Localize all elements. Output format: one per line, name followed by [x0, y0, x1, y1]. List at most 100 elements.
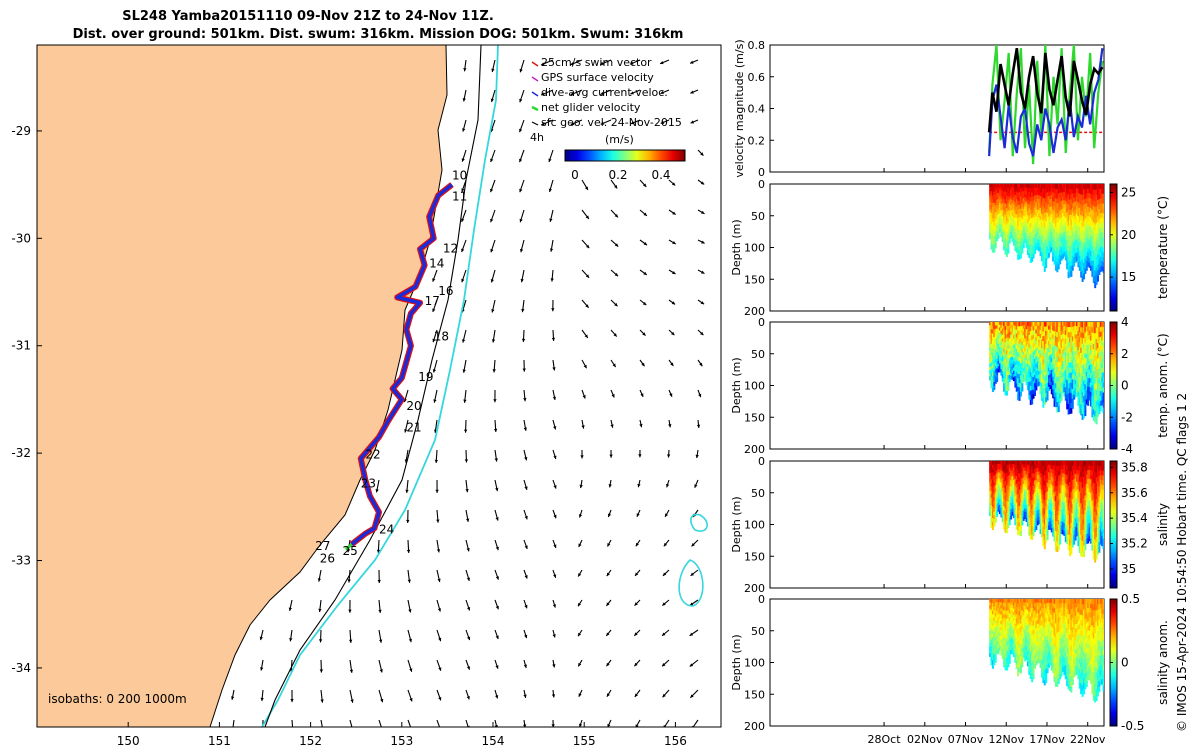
velocity-arrow-head — [404, 429, 408, 433]
velocity-arrow-head — [379, 639, 383, 643]
velocity-arrow-head — [490, 98, 495, 103]
velocity-ytick-0: 0 — [758, 166, 765, 179]
velocity-arrow-head — [318, 639, 323, 643]
velocity-arrow-head — [438, 696, 442, 701]
velocity-arrow-head — [433, 399, 437, 403]
velocity-arrow-head — [491, 309, 495, 313]
velocity-arrow-head — [614, 272, 619, 277]
velocity-arrow-head — [523, 724, 527, 727]
velocity-arrow-head — [495, 665, 499, 669]
velocity-arrow-head — [585, 274, 590, 278]
velocity-arrow-head — [552, 396, 557, 401]
velocity-arrow-head — [521, 338, 526, 342]
glider-track — [344, 182, 454, 551]
velocity-arrow-head — [435, 489, 439, 493]
temperature-section-cbtick-20: 20 — [1121, 228, 1136, 242]
velocity-arrow-head — [347, 579, 351, 583]
velocity-arrow-head — [608, 484, 612, 488]
temperature-anomaly-section-cbtick-2: 2 — [1121, 347, 1129, 361]
map-ytick--33: -33 — [11, 554, 31, 568]
velocity-arrow-head — [672, 241, 676, 245]
velocity-arrow-head — [380, 698, 384, 703]
velocity-arrow-head — [465, 488, 469, 493]
velocity-arrow-head — [524, 545, 528, 549]
salinity-anomaly-section-ytick-200: 200 — [744, 720, 765, 733]
velocity-arrow-head — [550, 278, 554, 282]
velocity-arrow-head — [614, 302, 618, 307]
temperature-section-ytick-200: 200 — [744, 305, 765, 318]
velocity-arrow-head — [519, 188, 523, 193]
day-label-19: 19 — [418, 370, 433, 384]
velocity-arrow-head — [259, 636, 263, 641]
map-xtick-153: 153 — [390, 734, 413, 748]
velocity-arrow-head — [690, 694, 694, 698]
velocity-arrow-head — [320, 699, 324, 703]
velocity-arrow-head — [701, 240, 705, 244]
map-ytick--32: -32 — [11, 446, 31, 460]
temperature-section-ytick-150: 150 — [744, 273, 765, 286]
temperature-anomaly-section-cbtick--2: -2 — [1121, 410, 1133, 424]
velocity-arrow-head — [665, 483, 670, 488]
velocity-arrow-head — [553, 455, 557, 460]
velocity-arrow-head — [548, 158, 552, 163]
velocity-arrow-head — [524, 456, 528, 461]
velocity-arrow-head — [549, 248, 554, 252]
velocity-arrow-head — [377, 579, 381, 583]
velocity-arrow-head — [321, 729, 324, 732]
salinity-section-cbtick-35.6: 35.6 — [1121, 486, 1148, 500]
velocity-arrow-head — [490, 248, 494, 253]
temperature-anomaly-section-ytick-0: 0 — [758, 316, 765, 329]
velocity-arrow-shaft — [291, 719, 294, 727]
velocity-arrow-head — [261, 728, 264, 731]
velocity-arrow-head — [634, 693, 638, 697]
velocity-arrow-head — [641, 362, 645, 367]
velocity-arrow-head — [700, 331, 704, 336]
velocity-arrow-head — [524, 634, 528, 639]
velocity-arrow-head — [466, 607, 471, 611]
velocity-arrow-head — [461, 158, 465, 162]
map-xtick-154: 154 — [482, 734, 505, 748]
velocity-arrow-head — [668, 424, 672, 428]
velocity-arrow-shaft — [407, 719, 412, 727]
velocity-arrow-head — [524, 575, 528, 579]
velocity-arrow-head — [662, 693, 666, 698]
velocity-arrow-head — [495, 517, 499, 521]
velocity-arrow-head — [642, 183, 647, 187]
temperature-anomaly-section-cbtick-4: 4 — [1121, 315, 1129, 329]
velocity-arrow-head — [464, 459, 469, 463]
salinity-section-colorbar — [1109, 460, 1118, 589]
velocity-arrow-head — [436, 549, 441, 553]
velocity-arrow-head — [407, 579, 411, 583]
velocity-arrow-head — [669, 393, 673, 397]
velocity-arrow-head — [637, 483, 641, 488]
velocity-arrow-head — [519, 68, 523, 73]
day-label-20: 20 — [406, 399, 421, 413]
velocity-arrow-head — [406, 519, 410, 523]
velocity-arrow-head — [466, 548, 470, 552]
velocity-arrow-head — [570, 92, 575, 96]
velocity-series-dive-avg-current — [988, 48, 1104, 157]
velocity-arrow-head — [662, 663, 666, 667]
time-tick-22Nov: 22Nov — [1070, 733, 1106, 746]
salinity-section-ylabel: Depth (m) — [730, 496, 743, 552]
velocity-arrow-head — [351, 729, 354, 732]
velocity-arrow-head — [584, 186, 588, 190]
temperature-section-ytick-50: 50 — [751, 210, 765, 223]
salinity-anomaly-section-cbtick-0: 0 — [1121, 656, 1129, 670]
surface-velocity-field — [230, 59, 705, 732]
velocity-arrow-head — [570, 62, 574, 66]
velocity-arrow-head — [635, 542, 639, 547]
velocity-arrow-head — [583, 364, 587, 369]
temperature-section-panel: 0 50 100 150 200 Depth (m) 25 20 15 temperature (… — [730, 178, 1170, 318]
velocity-arrow-head — [319, 669, 324, 673]
velocity-arrow-head — [432, 278, 436, 282]
temperature-anomaly-section-ytick-100: 100 — [744, 380, 765, 393]
map-axis-ticks: 150 151 152 153 154 155 156 -29 -30 -31 -32 -33 -34 — [11, 124, 686, 748]
velocity-arrow-head — [634, 662, 638, 667]
day-label-26: 26 — [320, 552, 335, 566]
salinity-section-cbtick-35.8: 35.8 — [1121, 460, 1148, 474]
velocity-arrow-head — [495, 695, 499, 699]
velocity-arrow-head — [642, 301, 647, 306]
velocity-arrow-head — [551, 694, 556, 698]
